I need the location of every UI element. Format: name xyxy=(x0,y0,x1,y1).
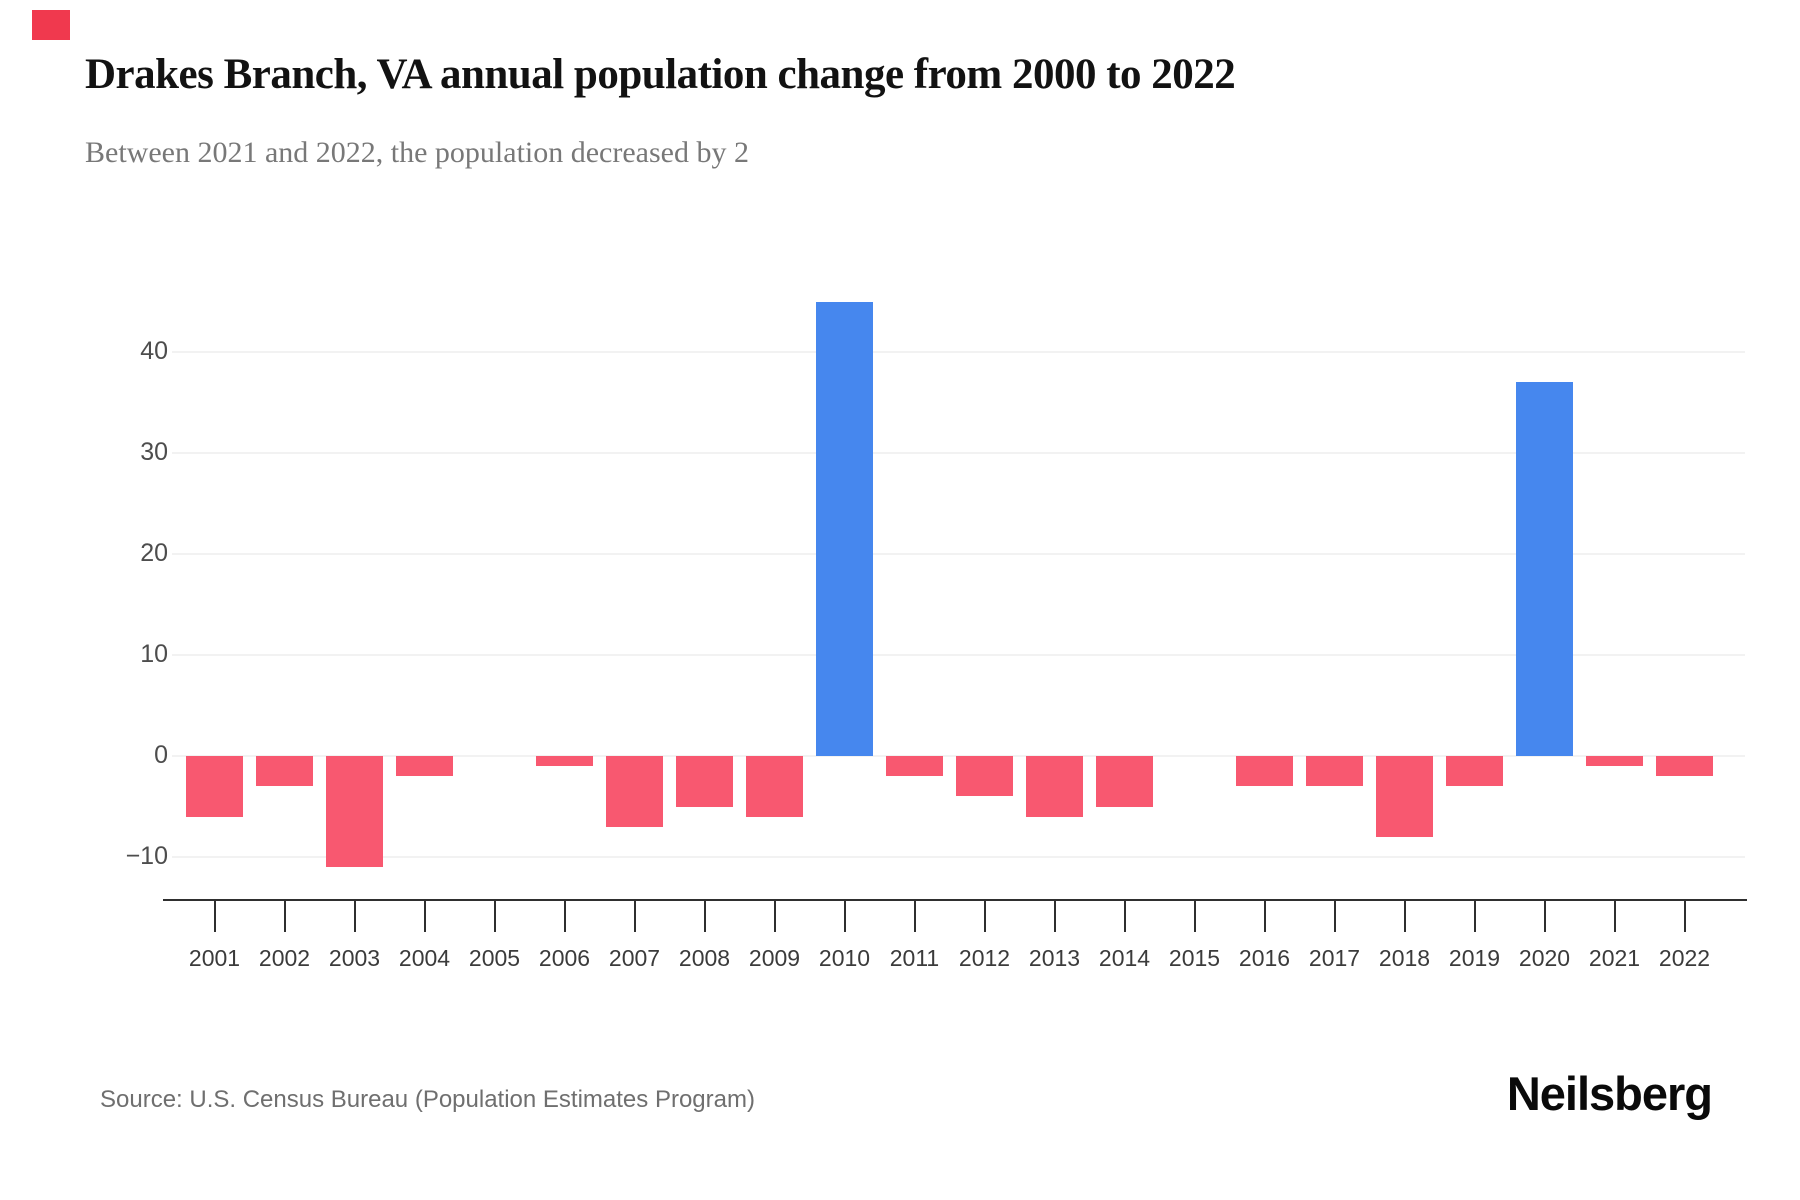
bar-2017 xyxy=(1306,756,1363,787)
gridline-y--10 xyxy=(172,856,1745,858)
gridline-y-30 xyxy=(172,452,1745,454)
x-axis-label-2010: 2010 xyxy=(818,945,871,971)
bar-2020 xyxy=(1516,382,1573,756)
chart-subtitle: Between 2021 and 2022, the population de… xyxy=(85,136,749,169)
bar-2022 xyxy=(1656,756,1713,777)
x-axis-tick-2020 xyxy=(1543,901,1546,932)
x-axis-label-2018: 2018 xyxy=(1378,945,1431,971)
y-axis-tick-label: 10 xyxy=(140,640,168,668)
x-axis-label-2013: 2013 xyxy=(1028,945,1081,971)
y-axis-tick-label: 0 xyxy=(154,741,168,769)
x-axis-tick-2021 xyxy=(1613,901,1616,932)
x-axis-tick-2006 xyxy=(563,901,566,932)
bar-2009 xyxy=(746,756,803,817)
gridline-y-20 xyxy=(172,553,1745,555)
bar-2002 xyxy=(256,756,313,787)
x-axis-label-2009: 2009 xyxy=(748,945,801,971)
y-axis-tick-label: 40 xyxy=(140,337,168,365)
x-axis-tick-2007 xyxy=(633,901,636,932)
x-axis-tick-2009 xyxy=(773,901,776,932)
gridline-y-10 xyxy=(172,654,1745,656)
x-axis-label-2021: 2021 xyxy=(1588,945,1641,971)
x-axis-tick-2022 xyxy=(1683,901,1686,932)
x-axis-tick-2012 xyxy=(983,901,986,932)
x-axis-tick-2003 xyxy=(353,901,356,932)
x-axis-label-2015: 2015 xyxy=(1168,945,1221,971)
x-axis-tick-2018 xyxy=(1403,901,1406,932)
bar-2018 xyxy=(1376,756,1433,837)
x-axis-tick-2014 xyxy=(1123,901,1126,932)
x-axis-tick-2015 xyxy=(1193,901,1196,932)
x-axis-label-2011: 2011 xyxy=(889,945,940,971)
x-axis-tick-2016 xyxy=(1263,901,1266,932)
bar-2021 xyxy=(1586,756,1643,767)
x-axis-tick-2010 xyxy=(843,901,846,932)
bar-2007 xyxy=(606,756,663,827)
x-axis-tick-2008 xyxy=(703,901,706,932)
x-axis-label-2008: 2008 xyxy=(678,945,731,971)
bar-2001 xyxy=(186,756,243,817)
bar-2014 xyxy=(1096,756,1153,807)
x-axis-label-2012: 2012 xyxy=(958,945,1011,971)
bar-2011 xyxy=(886,756,943,777)
y-axis-tick-label: −10 xyxy=(125,842,168,870)
bar-2004 xyxy=(396,756,453,777)
x-axis-label-2003: 2003 xyxy=(328,945,381,971)
x-axis-tick-2013 xyxy=(1053,901,1056,932)
bar-2012 xyxy=(956,756,1013,797)
x-axis-label-2005: 2005 xyxy=(468,945,521,971)
x-axis-tick-2019 xyxy=(1473,901,1476,932)
x-axis-label-2006: 2006 xyxy=(538,945,591,971)
chart-title: Drakes Branch, VA annual population chan… xyxy=(85,51,1236,98)
x-axis-label-2002: 2002 xyxy=(258,945,311,971)
x-axis-label-2014: 2014 xyxy=(1098,945,1151,971)
x-axis-tick-2004 xyxy=(423,901,426,932)
bar-2010 xyxy=(816,301,873,756)
x-axis-line xyxy=(163,899,1747,901)
source-note: Source: U.S. Census Bureau (Population E… xyxy=(100,1086,755,1113)
x-axis-label-2022: 2022 xyxy=(1658,945,1711,971)
bar-2019 xyxy=(1446,756,1503,787)
bar-2016 xyxy=(1236,756,1293,787)
gridline-y-40 xyxy=(172,351,1745,353)
x-axis-tick-2017 xyxy=(1333,901,1336,932)
bar-2003 xyxy=(326,756,383,868)
x-axis-label-2017: 2017 xyxy=(1308,945,1361,971)
x-axis-tick-2002 xyxy=(283,901,286,932)
x-axis-tick-2005 xyxy=(493,901,496,932)
x-axis-label-2004: 2004 xyxy=(398,945,451,971)
x-axis-label-2007: 2007 xyxy=(608,945,661,971)
brand-mark-square xyxy=(32,10,70,40)
x-axis-label-2020: 2020 xyxy=(1518,945,1571,971)
bar-2006 xyxy=(536,756,593,767)
x-axis-label-2001: 2001 xyxy=(188,945,241,971)
x-axis-tick-2001 xyxy=(213,901,216,932)
x-axis-label-2019: 2019 xyxy=(1448,945,1501,971)
brand-logo: Neilsberg xyxy=(1506,1067,1713,1120)
y-axis-tick-label: 30 xyxy=(140,438,168,466)
x-axis-tick-2011 xyxy=(913,901,916,932)
y-axis-tick-label: 20 xyxy=(140,539,168,567)
x-axis-label-2016: 2016 xyxy=(1238,945,1291,971)
bar-2013 xyxy=(1026,756,1083,817)
bar-2008 xyxy=(676,756,733,807)
